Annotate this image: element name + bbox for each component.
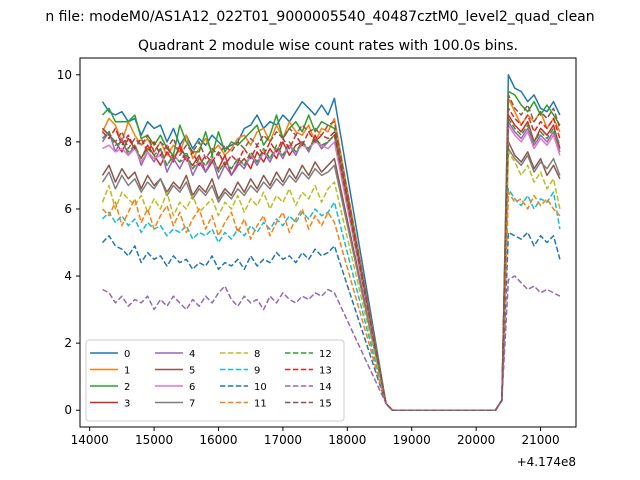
x-tick-label: 17000 (264, 433, 302, 447)
series-line-15 (101, 94, 561, 411)
y-tick-label: 4 (64, 269, 72, 283)
legend-label-12: 12 (319, 349, 332, 360)
x-tick-label: 15000 (135, 433, 173, 447)
legend-label-5: 5 (189, 366, 195, 377)
x-tick-label: 18000 (328, 433, 366, 447)
plot-frame (79, 57, 577, 428)
legend-label-6: 6 (189, 382, 195, 393)
series-line-9 (101, 188, 561, 411)
x-tick-label: 19000 (393, 433, 431, 447)
y-tick-label: 10 (57, 68, 72, 82)
x-tick-label: 16000 (199, 433, 237, 447)
y-tick-label: 6 (64, 202, 72, 216)
x-tick-label: 20000 (457, 433, 495, 447)
legend-label-2: 2 (124, 382, 130, 393)
legend-frame (85, 339, 345, 422)
legend-label-0: 0 (124, 349, 130, 360)
x-offset-label: +4.174e8 (517, 455, 576, 469)
axes-layer: 14000 15000 16000 17000 18000 19000 20000 21000… (57, 68, 560, 447)
series-line-11 (101, 191, 561, 411)
y-tick-label: 2 (64, 336, 72, 350)
chart-title: Quadrant 2 module wise count rates with … (138, 38, 518, 54)
legend-label-15: 15 (319, 399, 332, 410)
legend-label-14: 14 (319, 382, 332, 393)
x-tick-label: 14000 (71, 433, 109, 447)
legend-label-7: 7 (189, 399, 195, 410)
legend-label-3: 3 (124, 399, 130, 410)
legend-label-13: 13 (319, 366, 332, 377)
legend-label-9: 9 (254, 366, 260, 377)
series-line-8 (101, 151, 561, 411)
legend-label-1: 1 (124, 366, 130, 377)
legend-label-10: 10 (254, 382, 267, 393)
legend-label-4: 4 (189, 349, 195, 360)
legend-label-11: 11 (254, 399, 267, 410)
legend-label-8: 8 (254, 349, 260, 360)
series-layer (101, 74, 561, 411)
y-tick-label: 0 (64, 403, 72, 417)
y-tick-label: 8 (64, 135, 72, 149)
x-tick-label: 21000 (521, 433, 559, 447)
figure-suptitle: n file: modeM0/AS1A12_022T01_9000005540_… (45, 9, 594, 25)
